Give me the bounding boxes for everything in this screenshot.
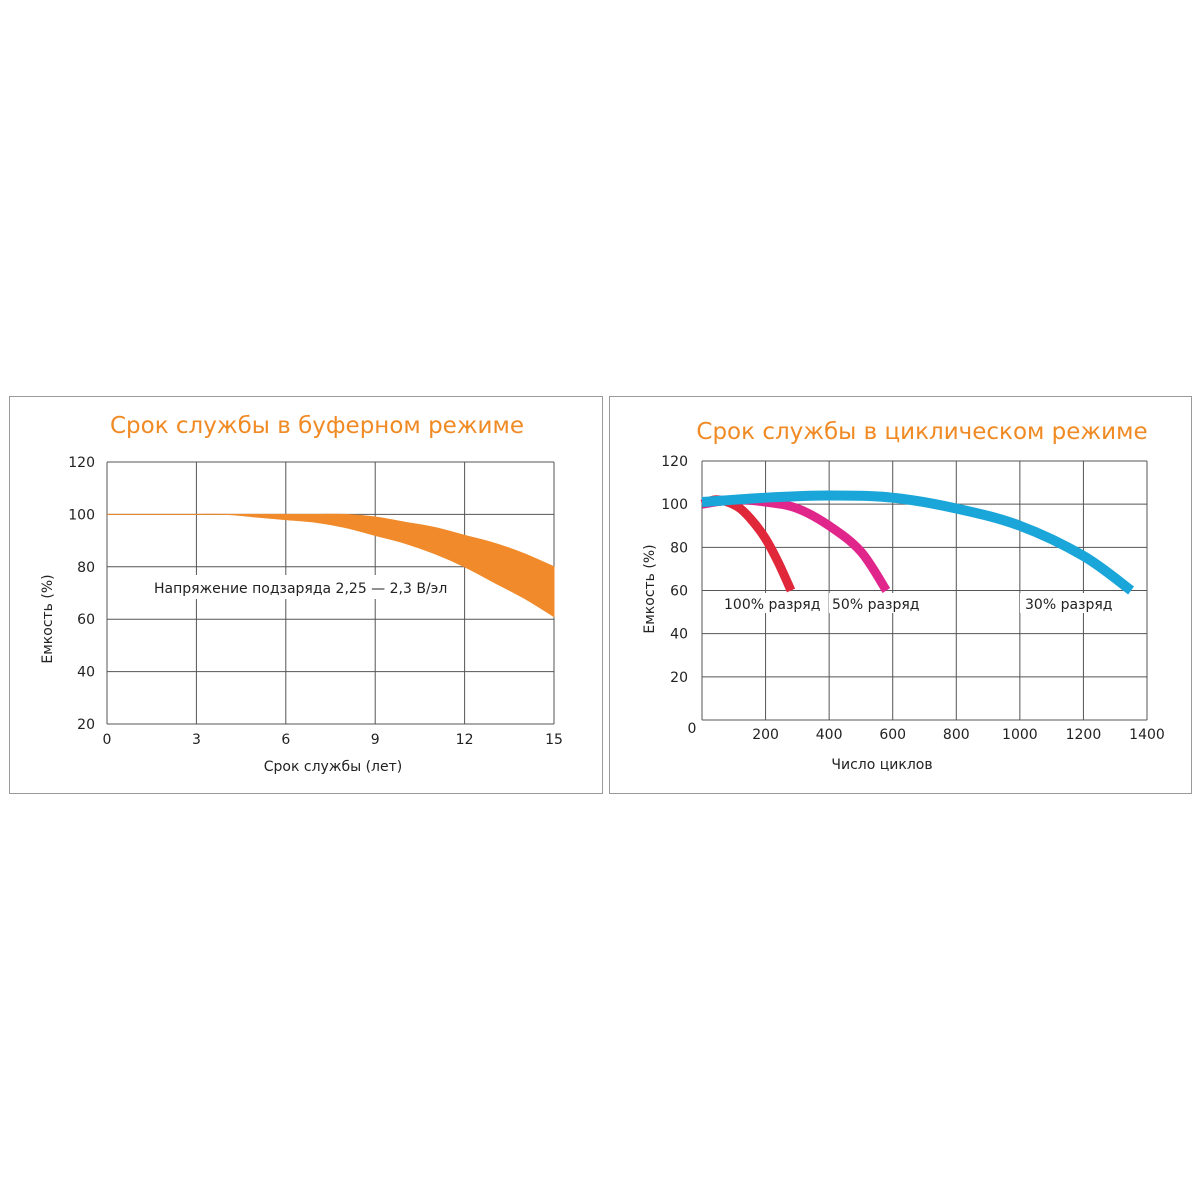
cyclic-mode-chart-panel: Срок службы в циклическом режиме 0 200 400… bbox=[609, 396, 1192, 794]
x-tick-label: 1400 bbox=[1129, 727, 1165, 743]
x-axis-title: Число циклов bbox=[831, 757, 932, 773]
x-tick-label: 15 bbox=[545, 732, 563, 748]
curve-50-percent-discharge bbox=[701, 495, 891, 593]
cyclic-mode-chart: Срок службы в циклическом режиме 0 200 400… bbox=[642, 419, 1165, 773]
y-tick-label: 20 bbox=[77, 717, 95, 733]
buffer-mode-chart: Срок службы в буферном режиме 0 3 6 9 12 15 12… bbox=[40, 413, 563, 775]
x-tick-label: 400 bbox=[816, 727, 843, 743]
series-label-50-percent: 50% разряд bbox=[832, 597, 919, 613]
y-tick-label: 40 bbox=[670, 627, 688, 643]
charging-voltage-annotation: Напряжение подзаряда 2,25 — 2,3 В/эл bbox=[154, 581, 447, 597]
buffer-mode-chart-panel: Срок службы в буферном режиме 0 3 6 9 12 15 12… bbox=[9, 396, 603, 794]
y-axis-title: Емкость (%) bbox=[642, 544, 658, 633]
capacity-band-area bbox=[106, 513, 555, 618]
x-tick-label: 800 bbox=[943, 727, 970, 743]
x-axis-title: Срок службы (лет) bbox=[264, 759, 402, 775]
y-tick-label: 80 bbox=[77, 560, 95, 576]
legend-label-bg-30 bbox=[1020, 593, 1116, 613]
chart-title: Срок службы в циклическом режиме bbox=[696, 419, 1147, 445]
series-label-100-percent: 100% разряд bbox=[724, 597, 820, 613]
curve-30-percent-discharge bbox=[701, 490, 1135, 595]
x-tick-label: 1200 bbox=[1066, 727, 1102, 743]
chart-title: Срок службы в буферном режиме bbox=[110, 413, 524, 439]
x-tick-label: 600 bbox=[879, 727, 906, 743]
x-tick-label: 9 bbox=[371, 732, 380, 748]
x-tick-label: 0 bbox=[103, 732, 112, 748]
y-tick-label: 120 bbox=[661, 454, 688, 470]
x-tick-label: 6 bbox=[281, 732, 290, 748]
y-axis-title: Емкость (%) bbox=[40, 574, 56, 663]
x-tick-label: 3 bbox=[192, 732, 201, 748]
curve-100-percent-discharge bbox=[700, 495, 796, 593]
x-tick-label: 12 bbox=[456, 732, 474, 748]
series-label-30-percent: 30% разряд bbox=[1025, 597, 1112, 613]
y-tick-label: 20 bbox=[670, 670, 688, 686]
y-tick-label: 120 bbox=[68, 455, 95, 471]
legend-label-bg-50 bbox=[829, 593, 921, 613]
y-tick-label: 40 bbox=[77, 665, 95, 681]
x-tick-label: 0 bbox=[688, 721, 697, 737]
annotation-background bbox=[148, 575, 450, 599]
y-tick-label: 60 bbox=[670, 584, 688, 600]
x-tick-label: 200 bbox=[752, 727, 779, 743]
legend-label-bg-100 bbox=[716, 593, 824, 613]
x-tick-label: 1000 bbox=[1002, 727, 1038, 743]
y-tick-label: 100 bbox=[661, 497, 688, 513]
y-tick-label: 80 bbox=[670, 540, 688, 556]
y-tick-label: 60 bbox=[77, 612, 95, 628]
y-tick-label: 100 bbox=[68, 507, 95, 523]
